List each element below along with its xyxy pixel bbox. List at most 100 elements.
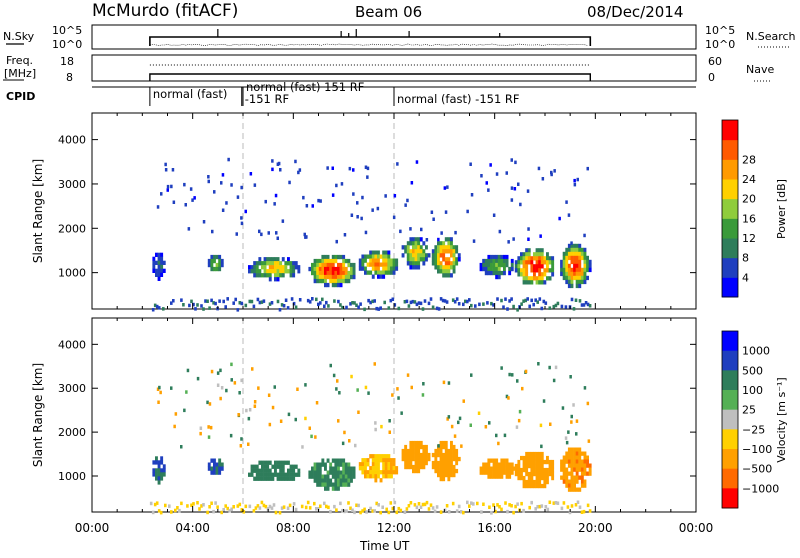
power-echo-cell xyxy=(546,276,549,281)
velocity-echo-cell xyxy=(276,464,280,469)
power-scatter-cell xyxy=(527,237,530,241)
velocity-scatter-cell xyxy=(183,408,186,413)
power-nearrange-cell xyxy=(486,301,489,305)
velocity-echo-cell xyxy=(157,472,161,477)
power-echo-cell xyxy=(369,262,373,267)
velocity-echo-cell xyxy=(450,444,453,450)
velocity-scatter-cell xyxy=(446,417,449,421)
sky-noise-trace xyxy=(149,36,592,46)
power-echo-cell xyxy=(586,267,589,273)
velocity-scatter-cell xyxy=(230,362,233,367)
power-echo-cell xyxy=(347,258,351,264)
power-echo-cell xyxy=(495,266,499,272)
velocity-echo-cell xyxy=(487,474,491,479)
power-nearrange-cell xyxy=(349,302,352,306)
velocity-echo-cell xyxy=(316,466,320,471)
velocity-nearrange-cell xyxy=(252,509,256,513)
power-scatter-cell xyxy=(340,182,344,186)
velocity-echo-cell xyxy=(551,459,555,465)
velocity-echo-cell xyxy=(334,466,338,471)
velocity-scatter-cell xyxy=(273,385,276,389)
velocity-echo-cell xyxy=(533,467,536,473)
velocity-echo-cell xyxy=(442,444,446,450)
velocity-echo-cell xyxy=(527,475,531,481)
velocity-echo-cell xyxy=(427,452,431,458)
power-colorbar-title: Power [dB] xyxy=(775,179,788,239)
velocity-echo-cell xyxy=(160,476,164,481)
velocity-echo-cell xyxy=(495,474,499,479)
velocity-echo-cell xyxy=(538,459,542,465)
power-echo-cell xyxy=(447,237,451,242)
velocity-echo-cell xyxy=(215,470,219,475)
velocity-nearrange-cell xyxy=(405,507,409,511)
velocity-echo-cell xyxy=(419,464,423,470)
power-nearrange-cell xyxy=(327,304,330,308)
power-scatter-cell xyxy=(565,200,568,204)
velocity-echo-cell xyxy=(261,464,264,469)
power-echo-cell xyxy=(274,257,277,262)
velocity-echo-cell xyxy=(578,475,582,480)
velocity-echo-cell xyxy=(281,468,285,473)
velocity-echo-cell xyxy=(329,470,333,475)
power-scatter-cell xyxy=(513,187,517,191)
power-echo-cell xyxy=(326,254,330,260)
power-echo-cell xyxy=(157,264,161,269)
power-scatter-cell xyxy=(189,187,193,191)
power-nearrange-cell xyxy=(308,300,312,304)
power-echo-cell xyxy=(560,271,563,277)
power-echo-cell xyxy=(575,251,579,257)
velocity-echo-cell xyxy=(522,463,526,469)
power-scatter-cell xyxy=(156,205,160,209)
power-echo-cell xyxy=(492,262,496,268)
x-tick-label: 04:00 xyxy=(175,521,210,535)
velocity-echo-cell xyxy=(562,471,566,476)
velocity-echo-cell xyxy=(560,459,563,464)
velocity-echo-cell xyxy=(527,451,531,457)
velocity-echo-cell xyxy=(155,472,158,477)
velocity-echo-cell xyxy=(522,467,526,473)
power-echo-cell xyxy=(525,256,529,261)
velocity-echo-cell xyxy=(525,463,529,469)
power-nearrange-cell xyxy=(196,303,199,307)
velocity-echo-cell xyxy=(220,466,224,471)
velocity-echo-cell xyxy=(344,466,348,471)
velocity-echo-cell xyxy=(434,452,438,458)
power-echo-cell xyxy=(213,258,216,264)
velocity-echo-cell xyxy=(358,462,362,467)
velocity-echo-cell xyxy=(364,458,367,463)
velocity-scatter-cell xyxy=(180,445,183,449)
velocity-scatter-cell xyxy=(570,414,573,419)
power-echo-cell xyxy=(434,257,438,262)
power-echo-cell xyxy=(364,270,367,275)
power-scatter-cell xyxy=(279,168,282,172)
power-echo-cell xyxy=(567,271,571,277)
power-echo-cell xyxy=(157,272,161,277)
power-echo-cell xyxy=(570,271,574,277)
velocity-scatter-cell xyxy=(253,400,257,404)
velocity-echo-cell xyxy=(382,470,386,475)
power-echo-cell xyxy=(215,254,219,260)
velocity-scatter-cell xyxy=(220,386,224,390)
power-echo-cell xyxy=(274,265,277,270)
velocity-echo-cell xyxy=(548,459,552,465)
velocity-echo-cell xyxy=(274,472,277,477)
power-nearrange-cell xyxy=(351,301,354,305)
velocity-nearrange-cell xyxy=(447,510,451,514)
velocity-echo-cell xyxy=(580,479,584,484)
power-echo-cell xyxy=(538,276,542,281)
velocity-echo-cell xyxy=(412,464,415,470)
power-echo-cell xyxy=(565,255,569,261)
velocity-echo-cell xyxy=(337,470,340,475)
velocity-echo-cell xyxy=(347,462,351,467)
velocity-scatter-cell xyxy=(462,399,465,403)
velocity-echo-cell xyxy=(444,468,448,474)
power-echo-cell xyxy=(530,268,534,273)
velocity-nearrange-cell xyxy=(349,506,352,510)
power-echo-cell xyxy=(578,267,582,273)
velocity-echo-cell xyxy=(500,470,504,475)
power-scatter-cell xyxy=(570,241,573,245)
velocity-echo-cell xyxy=(514,467,518,473)
power-echo-cell xyxy=(487,258,491,264)
power-colorbar-swatch xyxy=(722,179,738,200)
velocity-echo-cell xyxy=(395,466,399,471)
